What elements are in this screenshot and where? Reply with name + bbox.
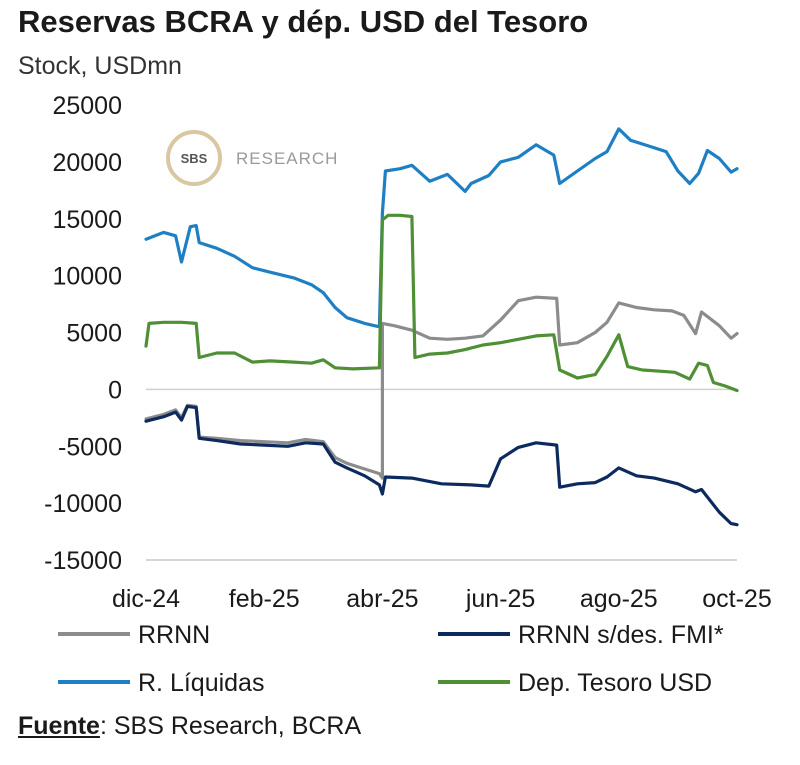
line-chart: SBS RESEARCH 25000 20000 15000 10000 5000 0 -5… bbox=[44, 92, 772, 697]
y-tick-label: -5000 bbox=[58, 433, 122, 461]
y-tick-label: 15000 bbox=[52, 206, 122, 234]
x-tick-label: abr-25 bbox=[346, 585, 418, 613]
x-tick-label: ago-25 bbox=[580, 585, 658, 613]
y-tick-label: 20000 bbox=[52, 149, 122, 177]
legend-label: R. Líquidas bbox=[138, 669, 264, 697]
y-tick-label: -15000 bbox=[44, 547, 122, 575]
series-line-3 bbox=[144, 213, 739, 393]
x-tick-label: jun-25 bbox=[465, 585, 536, 613]
source-label: Fuente bbox=[18, 712, 100, 740]
x-tick-label: feb-25 bbox=[229, 585, 300, 613]
series-line-2 bbox=[144, 127, 739, 329]
watermark-logo-icon bbox=[166, 130, 222, 186]
y-axis: 25000 20000 15000 10000 5000 0 -5000 -10000 -150… bbox=[44, 92, 122, 575]
legend-label: Dep. Tesoro USD bbox=[518, 669, 712, 697]
y-tick-label: 25000 bbox=[52, 92, 122, 120]
legend-label: RRNN bbox=[138, 621, 210, 649]
y-tick-label: 5000 bbox=[66, 320, 122, 348]
chart-subtitle: Stock, USDmn bbox=[18, 52, 182, 80]
source-text: : SBS Research, BCRA bbox=[99, 712, 362, 740]
legend-label: RRNN s/des. FMI* bbox=[518, 621, 724, 649]
y-tick-label: 0 bbox=[108, 376, 122, 404]
x-tick-label: dic-24 bbox=[112, 585, 180, 613]
source-note: Fuente: SBS Research, BCRA bbox=[18, 712, 361, 741]
watermark-text: RESEARCH bbox=[236, 149, 338, 168]
x-axis: dic-24 feb-25 abr-25 jun-25 ago-25 oct-25 bbox=[112, 388, 772, 613]
chart-title: Reservas BCRA y dép. USD del Tesoro bbox=[18, 4, 589, 39]
watermark: SBS RESEARCH bbox=[166, 130, 338, 186]
legend: RRNN RRNN s/des. FMI* R. Líquidas Dep. Teso… bbox=[58, 621, 724, 697]
series-line-0 bbox=[144, 295, 739, 480]
y-tick-label: 10000 bbox=[52, 263, 122, 291]
watermark-logo-text: SBS bbox=[181, 151, 208, 166]
series-line-1 bbox=[144, 404, 739, 527]
y-tick-label: -10000 bbox=[44, 490, 122, 518]
plot-area bbox=[144, 127, 739, 527]
x-tick-label: oct-25 bbox=[702, 585, 771, 613]
